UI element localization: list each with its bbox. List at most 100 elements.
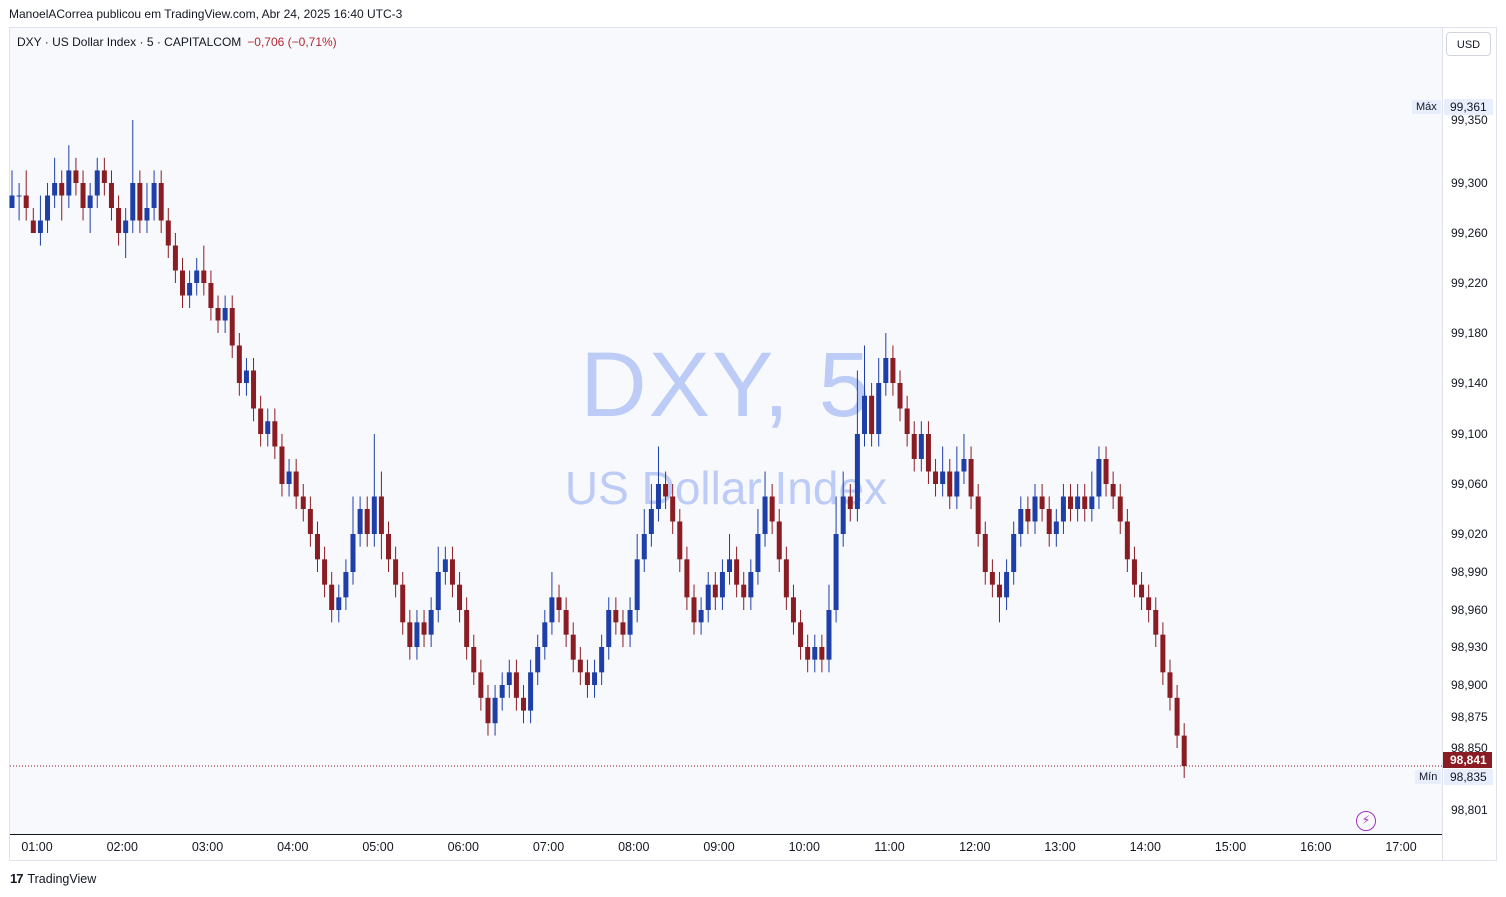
candle-body [599,647,605,673]
candle [613,597,619,635]
candle-body [684,559,690,598]
candle [1018,496,1024,547]
candle [137,170,143,233]
candle [755,509,761,585]
symbol-title: DXY · US Dollar Index · 5 · CAPITALCOM [17,35,242,49]
candle [734,546,740,598]
candle [9,170,15,208]
candle [954,446,960,509]
candle [769,484,775,534]
price-tick-label: 99,100 [1451,427,1488,441]
candle [655,446,661,522]
candle-body [1153,610,1159,635]
candle [407,610,413,660]
candle-body [1032,496,1038,522]
candle [16,183,22,221]
candle [215,295,221,333]
candle-body [1124,521,1130,560]
candle-body [549,597,555,623]
candle [1117,484,1123,534]
plot-area[interactable] [10,28,1442,834]
candle-body [350,534,356,572]
symbol-legend[interactable]: DXY · US Dollar Index · 5 · CAPITALCOM −0… [17,35,337,49]
candle [428,597,434,647]
candle-body [883,358,889,383]
candle [677,509,683,572]
candle [812,634,818,673]
currency-button[interactable]: USD [1446,32,1491,56]
candle-body [691,597,697,623]
candle [378,471,384,560]
candle [1060,484,1066,534]
candle [542,610,548,660]
candle-body [421,622,427,635]
time-tick-label: 08:00 [618,840,650,854]
candle [776,509,782,572]
candle-body [293,471,299,497]
candle-body [314,534,320,560]
candle [762,471,768,547]
candle [151,170,157,221]
candle [279,434,285,497]
tradingview-footer[interactable]: 17 TradingView [10,871,96,886]
lightning-icon[interactable]: ⚡ [1356,811,1376,831]
candle [201,245,207,296]
candle [329,572,335,623]
candle [123,208,129,258]
candle [854,370,860,522]
candle [393,546,399,598]
candle [442,546,448,585]
candle [535,634,541,685]
candle-body [66,170,72,196]
candle [904,395,910,447]
candle [371,434,377,547]
candle [80,170,86,221]
candle-body [826,610,832,660]
candle [521,685,526,724]
candle [918,421,924,472]
candle-body [1053,521,1059,534]
candle [513,659,519,711]
candle-body [670,496,676,522]
candle-body [812,647,818,660]
candle [386,521,392,572]
candle-body [606,610,612,647]
candle [1124,509,1130,572]
candle-body [1082,496,1088,509]
price-tick-label: 98,960 [1451,603,1488,617]
candle-body [123,220,129,233]
candle [307,496,313,547]
candle [293,459,299,509]
candle-body [251,370,257,409]
candle [1004,559,1010,610]
candle [556,584,562,623]
candle-body [1096,459,1102,497]
candle [506,659,512,698]
candle-body [485,697,491,724]
candle-body [556,597,562,610]
price-tick-label: 98,990 [1451,565,1488,579]
candle [1153,597,1159,647]
price-tick-label: 98,801 [1451,803,1488,817]
candle-body [570,634,576,660]
candle [187,270,193,308]
candle-body [1060,496,1066,522]
candle [485,685,491,736]
candle-body [307,509,313,534]
candle-body [933,471,939,484]
candle [314,521,320,572]
candle-body [755,534,761,572]
time-tick-label: 09:00 [703,840,735,854]
time-tick-label: 02:00 [106,840,138,854]
price-tick-label: 98,875 [1451,710,1488,724]
candle-body [378,496,384,534]
candle-body [144,208,150,221]
candle [357,496,363,547]
candle-body [442,559,448,572]
candle [52,157,58,208]
candle [322,546,328,598]
candle-body [108,183,114,208]
time-tick-label: 10:00 [788,840,820,854]
time-tick-label: 16:00 [1300,840,1332,854]
candle-body [208,283,214,308]
